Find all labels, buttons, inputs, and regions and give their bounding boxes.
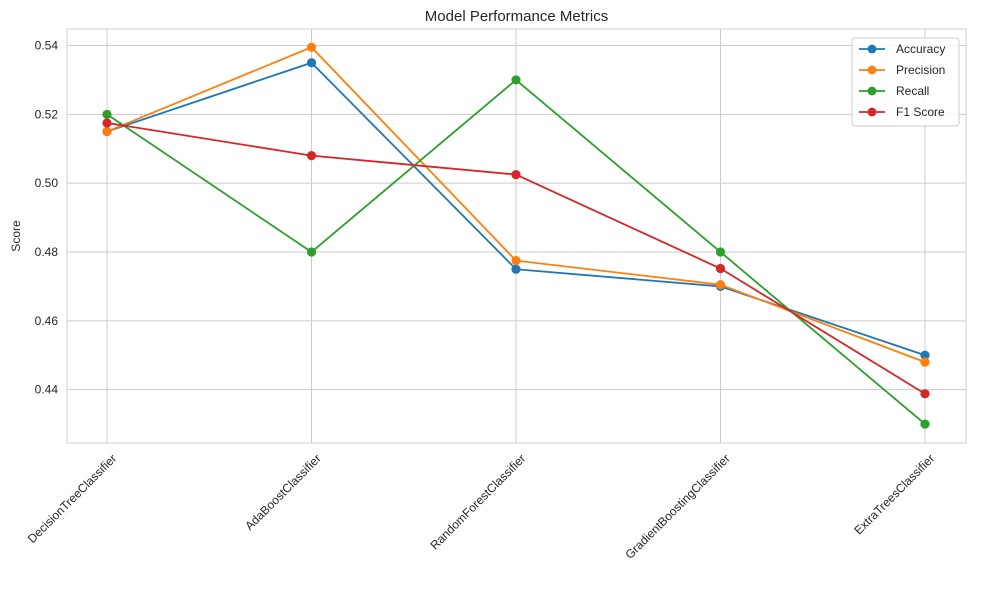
legend-item: Recall: [859, 84, 929, 98]
data-point: [511, 75, 521, 85]
legend-label: Accuracy: [896, 42, 945, 56]
data-point: [306, 42, 317, 52]
legend-item: F1 Score: [859, 105, 945, 119]
y-tick-label: 0.44: [35, 383, 59, 397]
y-tick-label: 0.48: [35, 245, 59, 259]
y-axis-label: Score: [9, 220, 23, 252]
plot-frame: [66, 28, 967, 444]
data-point: [306, 247, 317, 257]
y-tick-label: 0.50: [35, 176, 59, 190]
data-point: [306, 151, 317, 161]
x-tick-label: AdaBoostClassifier: [242, 451, 324, 533]
legend-marker: [867, 86, 877, 96]
legend-item: Accuracy: [859, 42, 945, 56]
y-axis-ticks: 0.44 0.46 0.48 0.50 0.52 0.54: [35, 39, 59, 397]
grid: [67, 29, 966, 443]
y-tick-label: 0.52: [35, 107, 59, 121]
legend-label: F1 Score: [896, 105, 945, 119]
legend-marker: [867, 65, 877, 75]
legend-box: [851, 37, 960, 127]
x-tick-label: RandomForestClassifier: [427, 451, 528, 552]
legend-label: Precision: [896, 63, 945, 77]
legend-marker: [867, 44, 877, 54]
chart-title: Model Performance Metrics: [425, 8, 608, 25]
x-tick-label: DecisionTreeClassifier: [25, 451, 119, 545]
data-point: [511, 256, 521, 266]
data-point: [306, 58, 317, 68]
legend: Accuracy Precision Recall F1 Score: [851, 37, 960, 127]
data-point: [920, 350, 930, 360]
data-point: [102, 118, 112, 128]
y-tick-label: 0.46: [35, 314, 59, 328]
data-point: [511, 264, 521, 274]
data-point: [715, 263, 726, 274]
y-tick-label: 0.54: [35, 39, 59, 53]
data-point: [102, 126, 112, 137]
data-point: [715, 247, 726, 257]
data-point: [715, 280, 726, 290]
data-point: [102, 109, 112, 119]
x-tick-label: GradientBoostingClassifier: [622, 451, 732, 561]
series: [102, 42, 930, 429]
x-axis-ticks: DecisionTreeClassifier AdaBoostClassifier…: [25, 451, 937, 561]
data-point: [920, 389, 930, 399]
series-f1-score: [102, 118, 930, 399]
x-tick-label: ExtraTreesClassifier: [851, 451, 937, 537]
data-point: [920, 357, 930, 367]
data-point: [511, 169, 521, 180]
data-point: [920, 419, 930, 429]
legend-marker: [867, 107, 877, 117]
legend-item: Precision: [859, 63, 945, 77]
legend-label: Recall: [896, 84, 929, 98]
